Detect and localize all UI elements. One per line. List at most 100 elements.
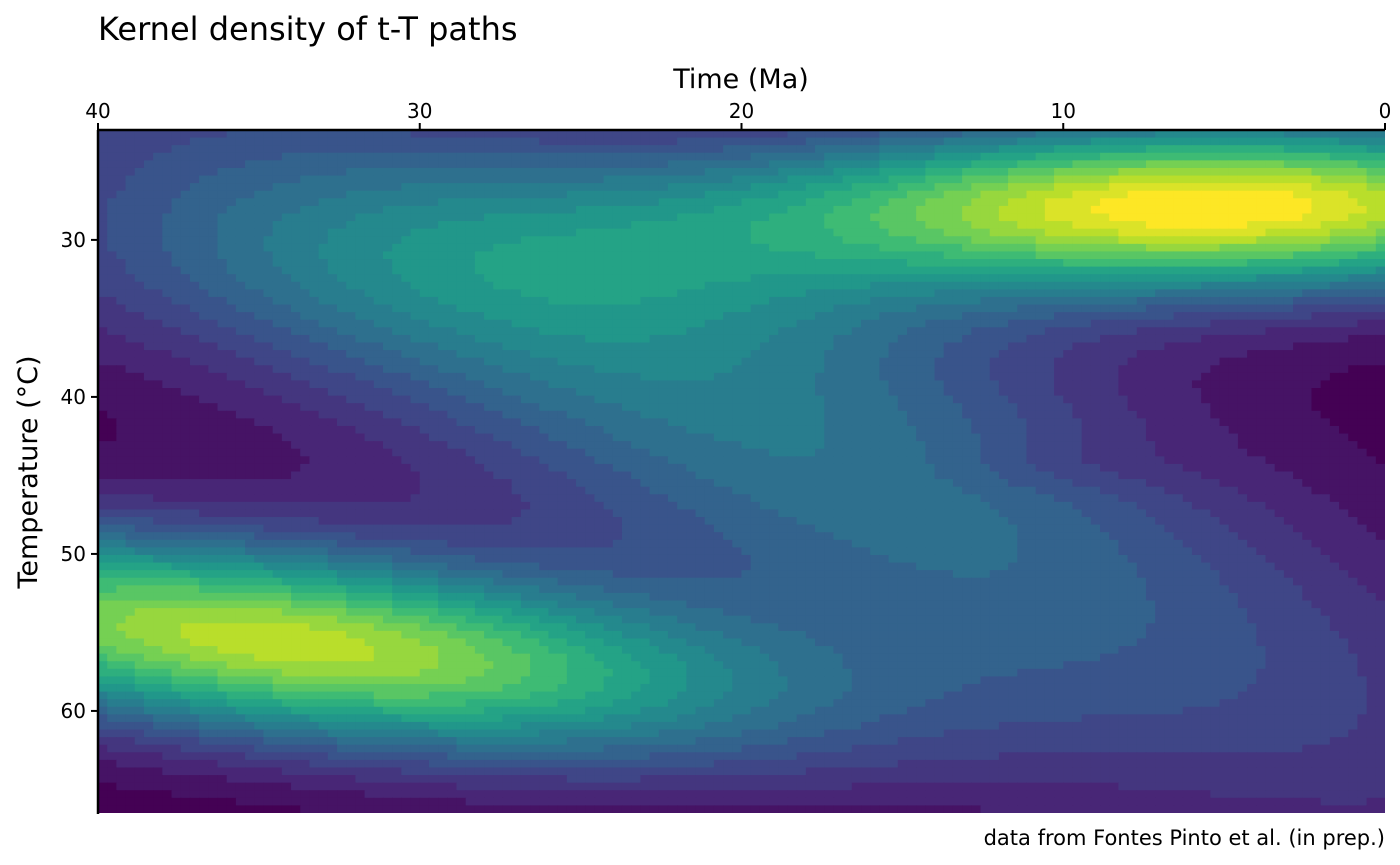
density-cell (337, 167, 347, 177)
density-cell (1081, 289, 1092, 298)
density-cell (815, 236, 825, 245)
density-cell (281, 312, 292, 321)
density-cell (1100, 251, 1110, 260)
density-cell (1017, 274, 1028, 283)
density-cell (1072, 228, 1083, 237)
density-cell (226, 251, 237, 260)
density-cell (1366, 175, 1377, 184)
density-cell (916, 266, 926, 275)
density-cell (438, 183, 448, 192)
density-cell (998, 221, 1009, 230)
density-cell (180, 365, 191, 374)
density-cell (704, 289, 715, 298)
density-cell (1173, 342, 1184, 351)
density-cell (989, 137, 1000, 146)
density-cell (217, 183, 228, 192)
density-cell (235, 130, 246, 139)
density-cell (1375, 357, 1385, 366)
density-cell (925, 266, 936, 275)
density-cell (153, 296, 163, 306)
density-cell (153, 251, 163, 260)
density-cell (741, 175, 752, 184)
density-cell (842, 152, 853, 161)
density-cell (465, 365, 476, 374)
density-cell (787, 350, 798, 359)
density-cell (1026, 137, 1037, 146)
density-cell (980, 380, 991, 389)
density-cell (603, 365, 614, 374)
density-cell (1201, 372, 1211, 382)
density-cell (419, 395, 430, 404)
density-cell (612, 228, 623, 237)
density-cell (842, 167, 853, 177)
density-cell (741, 319, 752, 328)
density-cell (566, 236, 577, 245)
density-cell (916, 228, 926, 237)
density-cell (686, 236, 697, 245)
density-cell (346, 380, 356, 389)
density-cell (1026, 342, 1037, 351)
density-cell (1044, 221, 1055, 230)
density-cell (456, 213, 467, 222)
density-cell (410, 251, 421, 260)
density-cell (842, 130, 853, 139)
density-cell (300, 160, 311, 169)
density-cell (1173, 213, 1184, 222)
density-cell (419, 388, 430, 397)
density-cell (254, 342, 265, 351)
density-cell (1329, 183, 1340, 192)
density-cell (732, 198, 743, 207)
density-cell (291, 296, 301, 306)
density-cell (548, 304, 559, 313)
density-cell (373, 205, 384, 215)
density-cell (1017, 175, 1028, 184)
density-cell (484, 145, 494, 154)
density-cell (686, 228, 697, 237)
density-cell (143, 388, 154, 397)
density-cell (1201, 304, 1211, 313)
density-cell (833, 289, 844, 298)
density-cell (649, 243, 660, 253)
density-cell (649, 228, 660, 237)
density-cell (713, 213, 724, 222)
density-cell (382, 251, 393, 260)
density-cell (199, 289, 209, 298)
density-cell (1063, 334, 1074, 344)
density-cell (1182, 228, 1193, 237)
density-cell (1118, 357, 1129, 366)
density-cell (143, 296, 154, 306)
density-cell (245, 380, 255, 389)
density-cell (906, 190, 917, 199)
density-cell (943, 274, 954, 283)
density-cell (787, 342, 798, 351)
density-cell (713, 198, 724, 207)
density-cell (1109, 342, 1119, 351)
density-cell (1366, 190, 1377, 199)
density-cell (548, 251, 559, 260)
density-cell (723, 357, 733, 366)
density-cell (1136, 296, 1147, 306)
density-cell (520, 395, 531, 404)
density-cell (346, 251, 356, 260)
density-cell (1054, 365, 1064, 374)
density-cell (1311, 198, 1322, 207)
density-cell (309, 289, 320, 298)
density-cell (631, 372, 641, 382)
density-cell (1164, 372, 1175, 382)
density-cell (1136, 221, 1147, 230)
density-cell (364, 183, 375, 192)
density-cell (1035, 145, 1046, 154)
density-cell (879, 327, 890, 336)
density-cell (815, 259, 825, 268)
density-cell (870, 380, 880, 389)
density-cell (1182, 160, 1193, 169)
density-cell (824, 304, 835, 313)
density-cell (125, 221, 136, 230)
density-cell (925, 372, 936, 382)
density-cell (1219, 304, 1230, 313)
density-cell (272, 357, 283, 366)
density-cell (392, 342, 402, 351)
density-cell (1228, 205, 1239, 215)
density-cell (327, 251, 338, 260)
density-cell (888, 296, 899, 306)
